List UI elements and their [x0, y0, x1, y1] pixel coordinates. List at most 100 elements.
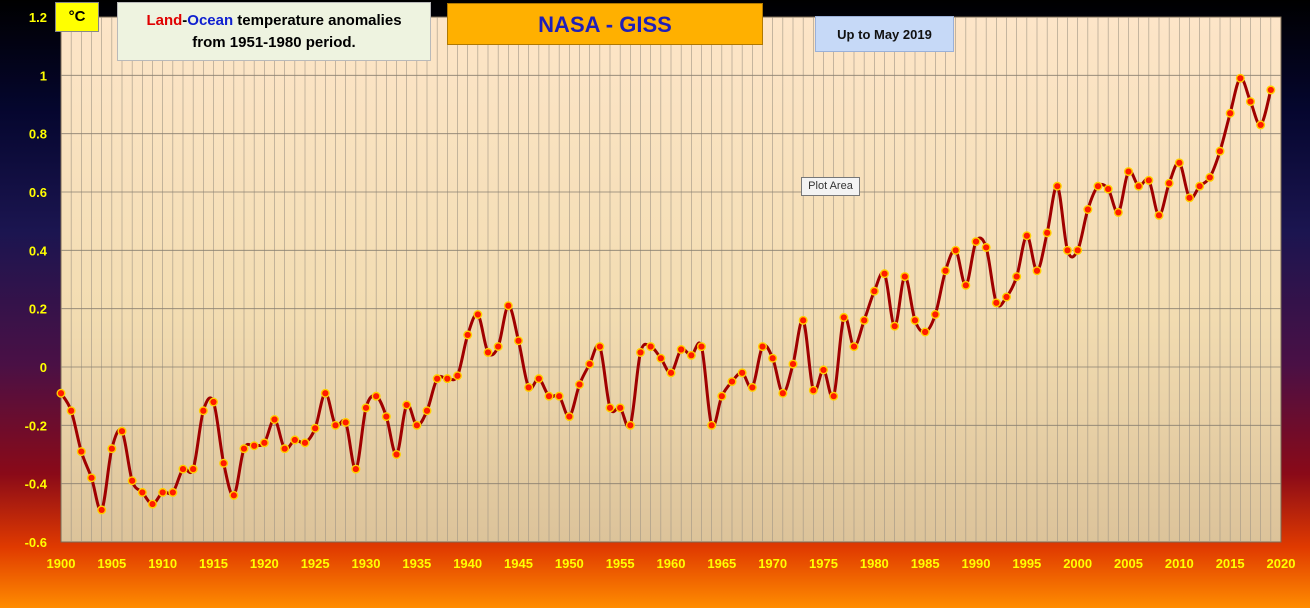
- data-point: [433, 375, 441, 383]
- data-point: [1094, 182, 1102, 190]
- data-point: [718, 392, 726, 400]
- land-word: Land: [146, 12, 182, 29]
- data-point: [311, 424, 319, 432]
- data-point: [962, 282, 970, 290]
- data-point: [606, 404, 614, 412]
- data-point: [322, 389, 330, 397]
- data-point: [149, 500, 157, 508]
- data-point: [789, 360, 797, 368]
- data-point: [566, 413, 574, 421]
- data-point: [1023, 232, 1031, 240]
- description-line-2: from 1951-1980 period.: [118, 32, 430, 54]
- data-point: [627, 422, 635, 430]
- data-point: [1064, 247, 1072, 255]
- data-point: [1206, 174, 1214, 182]
- data-point: [169, 489, 177, 497]
- data-point: [1003, 293, 1011, 301]
- data-point: [972, 238, 980, 246]
- data-point: [403, 401, 411, 409]
- data-point: [535, 375, 543, 383]
- data-point: [871, 287, 879, 295]
- x-tick-label: 2000: [1063, 556, 1092, 571]
- data-point: [1196, 182, 1204, 190]
- data-point: [1084, 206, 1092, 214]
- data-point: [728, 378, 736, 386]
- data-point: [779, 389, 787, 397]
- y-tick-label: -0.4: [25, 477, 48, 492]
- data-point: [220, 459, 228, 467]
- data-point: [952, 247, 960, 255]
- data-point: [810, 387, 818, 395]
- y-tick-label: 0.6: [29, 185, 47, 200]
- data-point: [1135, 182, 1143, 190]
- data-point: [677, 346, 685, 354]
- data-point: [1247, 98, 1255, 106]
- data-point: [860, 317, 868, 325]
- data-point: [1145, 177, 1153, 185]
- y-tick-label: 1.2: [29, 10, 47, 25]
- data-point: [210, 398, 218, 406]
- x-tick-label: 1955: [606, 556, 635, 571]
- data-point: [179, 465, 187, 473]
- data-point: [108, 445, 116, 453]
- data-point: [1176, 159, 1184, 167]
- data-point: [901, 273, 909, 281]
- data-point: [515, 337, 523, 345]
- y-tick-label: 0: [40, 360, 47, 375]
- chart-title: NASA - GISS: [447, 3, 763, 45]
- data-point: [1033, 267, 1041, 275]
- data-point: [128, 477, 136, 485]
- data-point: [200, 407, 208, 415]
- data-point: [57, 389, 65, 397]
- data-point: [830, 392, 838, 400]
- x-tick-label: 1935: [402, 556, 431, 571]
- data-point: [1125, 168, 1133, 176]
- y-tick-label: -0.6: [25, 535, 47, 550]
- data-point: [88, 474, 96, 482]
- data-point: [799, 317, 807, 325]
- plot-area-tooltip: Plot Area: [801, 177, 860, 196]
- x-tick-label: 1965: [707, 556, 736, 571]
- data-point: [545, 392, 553, 400]
- x-tick-label: 1900: [47, 556, 76, 571]
- data-point: [942, 267, 950, 275]
- data-point: [413, 422, 421, 430]
- y-tick-label: -0.2: [25, 418, 47, 433]
- data-point: [159, 489, 167, 497]
- data-point: [1115, 209, 1123, 217]
- data-point: [738, 369, 746, 377]
- x-tick-label: 1925: [301, 556, 330, 571]
- data-point: [1216, 147, 1224, 155]
- data-point: [271, 416, 279, 424]
- x-tick-label: 1950: [555, 556, 584, 571]
- data-point: [291, 436, 299, 444]
- data-point: [474, 311, 482, 319]
- data-point: [454, 372, 462, 380]
- x-tick-label: 1930: [352, 556, 381, 571]
- data-point: [1043, 229, 1051, 237]
- x-tick-label: 1960: [657, 556, 686, 571]
- data-point: [759, 343, 767, 351]
- data-point: [555, 392, 563, 400]
- data-point: [372, 392, 380, 400]
- data-point: [423, 407, 431, 415]
- data-point: [881, 270, 889, 278]
- x-tick-label: 2015: [1216, 556, 1245, 571]
- x-tick-label: 1910: [148, 556, 177, 571]
- data-point: [505, 302, 513, 310]
- data-point: [1226, 109, 1234, 117]
- data-point: [850, 343, 858, 351]
- data-point: [647, 343, 655, 351]
- data-point: [576, 381, 584, 389]
- data-point: [616, 404, 624, 412]
- data-point: [586, 360, 594, 368]
- data-point: [657, 354, 665, 362]
- data-point: [78, 448, 86, 456]
- data-point: [749, 384, 757, 392]
- data-point: [820, 366, 828, 374]
- y-axis-tick-labels: -0.6 -0.4 -0.2 0 0.2 0.4 0.6 0.8 1 1.2: [25, 10, 48, 550]
- x-tick-label: 1915: [199, 556, 228, 571]
- data-point: [525, 384, 533, 392]
- x-tick-label: 1990: [962, 556, 991, 571]
- data-point: [240, 445, 248, 453]
